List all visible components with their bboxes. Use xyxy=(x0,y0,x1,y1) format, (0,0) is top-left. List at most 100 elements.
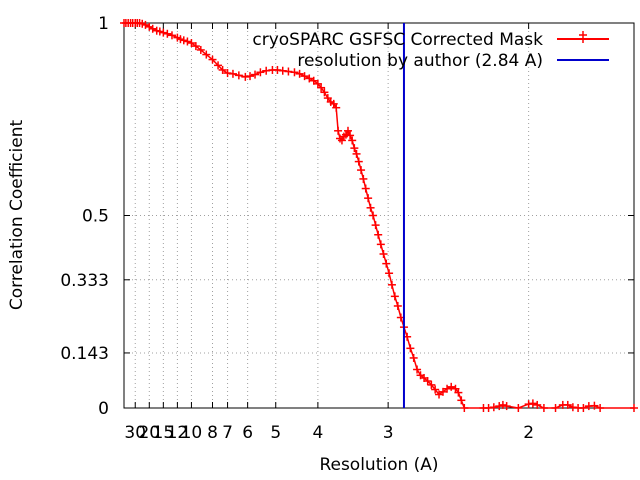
fsc-data-point xyxy=(262,66,271,75)
fsc-data-point xyxy=(361,184,370,193)
fsc-data-point xyxy=(382,259,391,268)
fsc-data-point xyxy=(167,31,176,40)
fsc-data-point xyxy=(256,68,265,77)
fsc-data-point xyxy=(409,353,418,362)
fsc-data-point xyxy=(346,131,355,140)
fsc-data-point xyxy=(427,380,436,389)
fsc-data-point xyxy=(148,24,157,33)
fsc-data-point xyxy=(317,83,326,92)
fsc-data-point xyxy=(350,144,359,153)
fsc-data-point xyxy=(568,403,577,412)
fsc-data-point xyxy=(563,400,572,409)
y-tick-label: 0.5 xyxy=(82,207,109,227)
fsc-data-point xyxy=(352,149,361,158)
fsc-data-point xyxy=(191,42,200,51)
fsc-data-point xyxy=(273,65,282,74)
fsc-data-point xyxy=(374,230,383,239)
fsc-data-point xyxy=(484,404,493,412)
fsc-data-point xyxy=(343,126,352,135)
series-layer xyxy=(120,19,638,412)
x-axis-title: Resolution (A) xyxy=(319,455,438,475)
fsc-data-point xyxy=(533,400,542,409)
fsc-data-point xyxy=(393,301,402,310)
legend-label-resolution: resolution by author (2.84 A) xyxy=(297,51,543,71)
x-tick-label: 2 xyxy=(523,423,534,443)
x-tick-label: 30 xyxy=(124,423,146,443)
fsc-data-point xyxy=(498,400,507,409)
fsc-data-point xyxy=(413,365,422,374)
y-tick-label: 0 xyxy=(98,399,109,419)
y-axis-ticks: 0 0.143 0.333 0.5 1 xyxy=(60,14,634,419)
legend: cryoSPARC GSFSC Corrected Mask resolutio… xyxy=(252,30,609,71)
fsc-data-point xyxy=(223,69,232,78)
fsc-data-point xyxy=(290,68,299,77)
fsc-data-point xyxy=(443,384,452,393)
fsc-data-point xyxy=(630,404,638,412)
fsc-data-point xyxy=(159,28,168,37)
x-tick-label: 6 xyxy=(242,423,253,443)
fsc-data-point xyxy=(278,66,287,75)
fsc-data-point xyxy=(251,70,260,79)
fsc-data-point xyxy=(208,55,217,64)
fsc-data-point xyxy=(246,72,255,81)
y-tick-label: 1 xyxy=(98,14,109,34)
fsc-data-point xyxy=(187,39,196,48)
fsc-data-point xyxy=(387,280,396,289)
plot-frame xyxy=(123,22,635,409)
fsc-data-point xyxy=(336,134,345,143)
x-tick-label: 7 xyxy=(222,423,233,443)
fsc-data-point xyxy=(228,69,237,78)
fsc-data-point xyxy=(431,385,440,394)
x-tick-label: 20 xyxy=(138,423,160,443)
x-tick-label: 3 xyxy=(383,423,394,443)
fsc-data-point xyxy=(438,387,447,396)
fsc-data-point xyxy=(364,194,373,203)
fsc-data-point xyxy=(214,61,223,70)
fsc-data-point xyxy=(183,37,192,46)
fsc-data-point xyxy=(371,221,380,230)
fsc-data-point xyxy=(202,50,211,59)
grid xyxy=(124,23,634,408)
fsc-data-point xyxy=(385,269,394,278)
fsc-data-point xyxy=(539,404,548,412)
legend-label-fsc: cryoSPARC GSFSC Corrected Mask xyxy=(252,30,543,50)
fsc-data-point xyxy=(163,29,172,38)
fsc-data-point xyxy=(295,69,304,78)
fsc-data-point xyxy=(357,166,366,175)
fsc-data-point xyxy=(300,72,309,81)
x-tick-label: 12 xyxy=(167,423,189,443)
y-tick-label: 0.143 xyxy=(60,344,109,364)
fsc-data-point xyxy=(359,174,368,183)
fsc-data-point xyxy=(423,377,432,386)
fsc-data-point xyxy=(524,400,533,409)
fsc-data-point xyxy=(320,88,329,97)
fsc-data-point xyxy=(366,203,375,212)
fsc-data-point xyxy=(332,103,341,112)
fsc-data-point xyxy=(454,388,463,397)
fsc-data-point xyxy=(596,404,605,412)
fsc-data-point xyxy=(390,292,399,301)
fsc-data-point xyxy=(179,36,188,45)
fsc-data-point xyxy=(502,402,511,411)
fsc-data-point xyxy=(579,404,588,412)
fsc-data-point xyxy=(590,401,599,410)
x-tick-label: 15 xyxy=(153,423,175,443)
x-tick-label: 4 xyxy=(312,423,323,443)
fsc-data-point xyxy=(284,67,293,76)
fsc-data-point xyxy=(334,126,343,135)
x-tick-label: 8 xyxy=(207,423,218,443)
x-tick-label: 10 xyxy=(181,423,203,443)
fsc-data-point xyxy=(460,404,469,412)
fsc-data-point xyxy=(305,74,314,83)
x-tick-label: 5 xyxy=(270,423,281,443)
fsc-data-point xyxy=(369,211,378,220)
fsc-data-point xyxy=(241,72,250,81)
fsc-data-point xyxy=(514,404,523,412)
fsc-data-point xyxy=(379,250,388,258)
fsc-data-point xyxy=(528,399,537,408)
fsc-data-point xyxy=(447,382,456,391)
fsc-data-point xyxy=(155,27,164,36)
fsc-data-point xyxy=(218,65,227,74)
